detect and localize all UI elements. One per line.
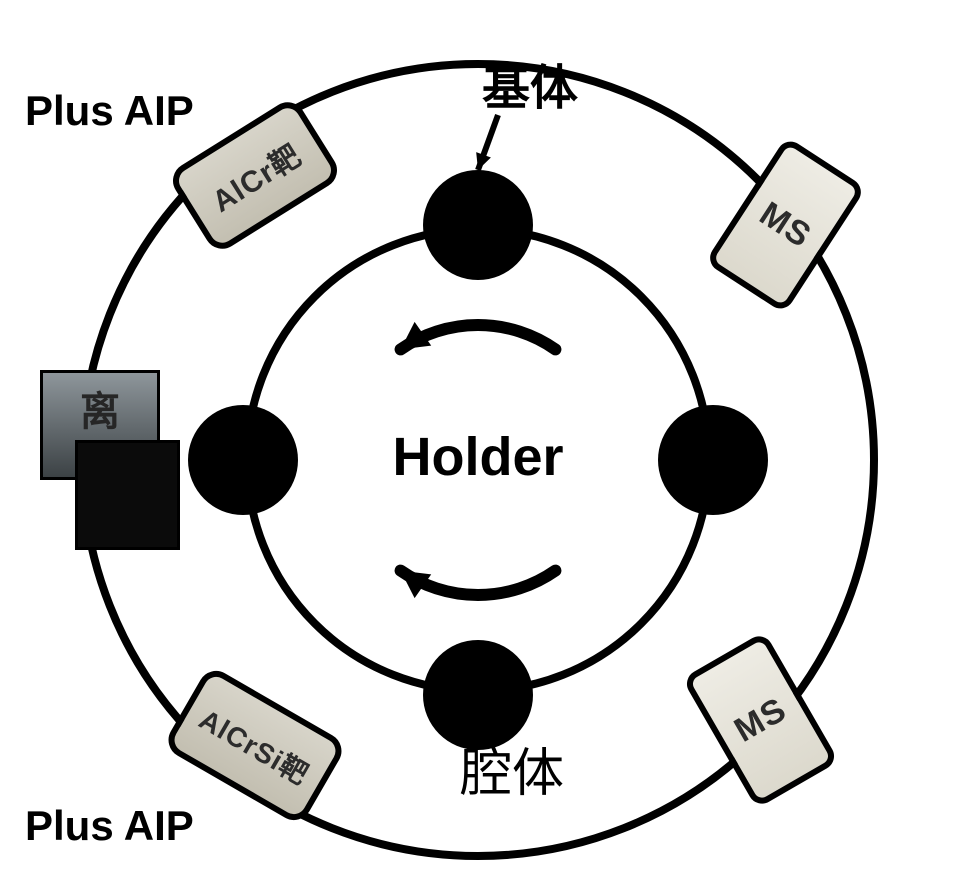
plus-aip-label-0: Plus AIP: [25, 87, 194, 135]
ion-source-front: [75, 440, 180, 550]
plus-aip-label-1: Plus AIP: [25, 802, 194, 850]
chamber-label: 腔体: [460, 731, 564, 806]
diagram-stage: Holder基体腔体AlCr靶AlCrSi靶MSMSPlus AIPPlus A…: [0, 0, 956, 882]
target-MS_bottom-label: MS: [727, 690, 792, 750]
target-MS_top-label: MS: [752, 194, 818, 256]
substrate-label: 基体: [430, 48, 630, 118]
substrate-arrow-head: [476, 152, 491, 170]
target-AlCr-label: AlCr靶: [202, 130, 309, 219]
ion-source-label: 离: [80, 379, 120, 437]
